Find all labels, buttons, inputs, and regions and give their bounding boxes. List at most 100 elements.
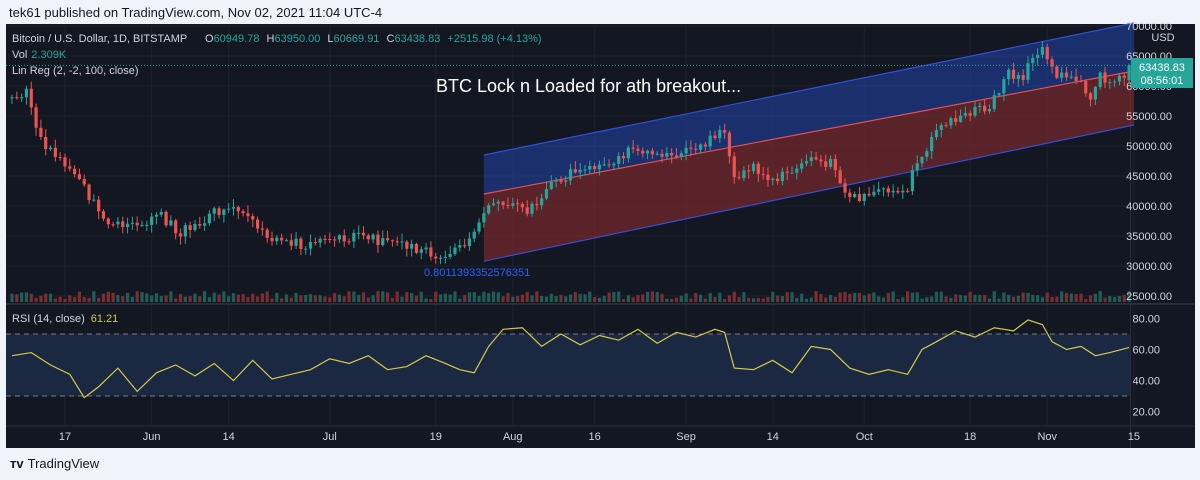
volume-bar <box>357 294 361 302</box>
candle-body <box>53 147 57 158</box>
candle-body <box>1093 86 1097 100</box>
candle-body <box>1064 72 1069 78</box>
candle-body <box>925 151 929 157</box>
volume-bar <box>419 291 423 302</box>
brand-name: TradingView <box>27 456 100 471</box>
volume-bar <box>674 297 679 302</box>
volume-bar <box>463 295 467 302</box>
volume-bar <box>583 294 587 302</box>
volume-bar <box>588 291 592 302</box>
volume-bar <box>405 292 409 302</box>
candle-body <box>544 188 549 199</box>
candle-body <box>978 105 982 107</box>
volume-bar <box>525 291 529 302</box>
candle-body <box>626 147 630 159</box>
volume-bar <box>1045 292 1049 302</box>
candle-body <box>410 243 414 249</box>
volume-bar <box>487 293 491 302</box>
price-badge <box>1131 58 1193 88</box>
candle-body <box>58 157 62 159</box>
volume-bar <box>703 298 707 302</box>
volume-bar <box>636 295 640 302</box>
volume-bar <box>48 293 53 302</box>
volume-bar <box>520 294 524 302</box>
volume-bar <box>742 292 746 302</box>
candle-body <box>645 150 650 154</box>
candle-body <box>1079 80 1083 82</box>
volume-bar <box>400 296 404 302</box>
volume-bar <box>607 292 611 302</box>
candle-body <box>150 216 154 225</box>
candle-body <box>568 169 573 181</box>
candle-body <box>1069 76 1073 78</box>
candle-body <box>751 163 756 172</box>
candle-body <box>1035 54 1040 58</box>
volume-bar <box>621 298 626 302</box>
volume-bar <box>944 296 948 302</box>
candle-body <box>357 232 361 234</box>
candle-body <box>178 233 183 237</box>
candle-body <box>48 147 53 150</box>
price-badge-countdown: 08:56:01 <box>1141 75 1184 87</box>
brand[interactable]: ᴛᴠ TradingView <box>10 456 99 471</box>
candle-body <box>862 193 866 201</box>
price-unit: USD <box>1151 32 1174 44</box>
volume-bar <box>342 296 346 302</box>
candle-body <box>203 223 207 226</box>
volume-bar <box>737 297 741 302</box>
volume-bar <box>535 291 539 302</box>
candle-body <box>824 161 828 167</box>
time-tick-label: 19 <box>430 431 442 443</box>
volume-bar <box>930 296 934 302</box>
volume-bar <box>718 292 722 302</box>
volume-bar <box>1002 292 1006 302</box>
candle-body <box>723 130 727 133</box>
volume-bar <box>10 293 14 302</box>
volume-bar <box>540 295 544 302</box>
volume-bar <box>501 296 505 302</box>
volume-bar <box>1103 297 1107 302</box>
volume-bar <box>708 293 712 302</box>
rsi-tick-label: 40.00 <box>1132 376 1160 388</box>
volume-bar <box>963 295 967 302</box>
candle-body <box>992 95 996 110</box>
price-tick-label: 50000.00 <box>1126 141 1172 153</box>
legend-symbol: Bitcoin / U.S. Dollar, 1D, BITSTAMP <box>12 33 187 45</box>
candle-body <box>631 147 635 149</box>
candle-body <box>857 193 862 201</box>
volume-bar <box>366 297 370 302</box>
price-tick-label: 70000.00 <box>1126 21 1172 33</box>
volume-bar <box>602 295 606 302</box>
candle-body <box>771 178 775 180</box>
volume-bar <box>992 291 996 302</box>
volume-bar <box>766 296 770 302</box>
price-scale[interactable] <box>1130 24 1195 448</box>
candle-body <box>511 203 515 206</box>
volume-bar <box>130 296 134 302</box>
volume-bar <box>698 294 703 302</box>
candle-body <box>713 135 717 139</box>
volume-bar <box>954 294 958 302</box>
volume-bar <box>747 297 751 302</box>
volume-bar <box>968 291 972 302</box>
candle-body <box>867 193 871 196</box>
candle-body <box>87 184 91 201</box>
candle-body <box>804 161 809 164</box>
volume-bar <box>877 296 881 302</box>
candle-body <box>573 169 577 173</box>
candle-body <box>785 171 789 173</box>
volume-bar <box>809 297 813 302</box>
volume-bar <box>477 295 481 302</box>
volume-bar <box>838 292 842 302</box>
volume-bar <box>641 294 645 302</box>
volume-bar <box>87 297 91 302</box>
candle-body <box>140 224 144 226</box>
candle-body <box>169 220 173 226</box>
candle-body <box>1002 79 1006 94</box>
volume-bar <box>491 291 496 302</box>
price-tick-label: 45000.00 <box>1126 171 1172 183</box>
volume-bar <box>294 292 298 302</box>
volume-bar <box>207 297 212 302</box>
candle-body <box>1055 66 1059 78</box>
